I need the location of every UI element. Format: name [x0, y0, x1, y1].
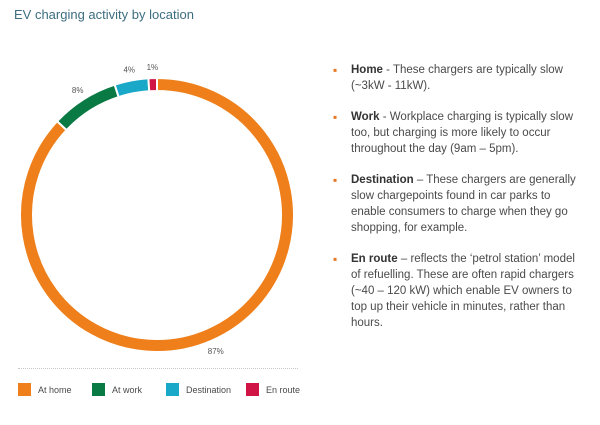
legend-label-at-work: At work: [112, 384, 143, 395]
note-work: ▪ Work - Workplace charging is typically…: [333, 109, 583, 157]
legend-swatch-at-home: [18, 383, 31, 396]
note-en-route: ▪ En route – reflects the ‘petrol statio…: [333, 251, 583, 331]
note-term: Destination: [351, 174, 414, 186]
chart-legend: At home At work Destination En route: [18, 383, 300, 396]
chart-title: EV charging activity by location: [14, 7, 194, 22]
note-separator: –: [413, 174, 427, 186]
legend-swatch-en-route: [246, 383, 259, 396]
note-body: reflects the ‘petrol station’ model of r…: [351, 253, 575, 329]
donut-slice-destination: [113, 77, 151, 99]
donut-slice-at-work: [55, 83, 120, 132]
legend-divider: [18, 368, 298, 369]
legend-swatch-destination: [166, 383, 179, 396]
note-term: Work: [351, 111, 380, 123]
legend-item-destination: Destination: [166, 383, 246, 396]
slice-label-at-home: 87%: [208, 347, 224, 356]
note-destination: ▪ Destination – These chargers are gener…: [333, 172, 583, 236]
note-body: These chargers are typically slow (~3kW …: [351, 64, 563, 92]
note-body: These chargers are generally slow charge…: [351, 174, 576, 234]
note-term: Home: [351, 64, 383, 76]
note-separator: -: [379, 111, 390, 123]
bullet-icon: ▪: [333, 63, 338, 77]
bullet-icon: ▪: [333, 110, 338, 124]
note-separator: -: [382, 64, 393, 76]
note-separator: –: [397, 253, 411, 265]
slice-label-destination: 4%: [123, 66, 135, 75]
slice-label-en-route: 1%: [147, 63, 159, 72]
legend-label-destination: Destination: [186, 384, 232, 395]
legend-label-en-route: En route: [266, 384, 301, 395]
donut-slice-en-route: [147, 76, 158, 93]
legend-item-at-work: At work: [92, 383, 166, 396]
legend-item-at-home: At home: [18, 383, 92, 396]
note-home: ▪ Home - These chargers are typically sl…: [333, 62, 583, 94]
legend-item-en-route: En route: [246, 383, 300, 396]
legend-swatch-at-work: [92, 383, 105, 396]
note-body: Workplace charging is typically slow too…: [351, 111, 574, 155]
note-term: En route: [351, 253, 398, 265]
donut-chart: 87% 8% 4% 1%: [19, 63, 295, 356]
bullet-icon: ▪: [333, 252, 338, 266]
bullet-icon: ▪: [333, 173, 338, 187]
slice-label-at-work: 8%: [72, 86, 84, 95]
notes-list: ▪ Home - These chargers are typically sl…: [333, 62, 583, 346]
legend-label-at-home: At home: [38, 384, 72, 395]
